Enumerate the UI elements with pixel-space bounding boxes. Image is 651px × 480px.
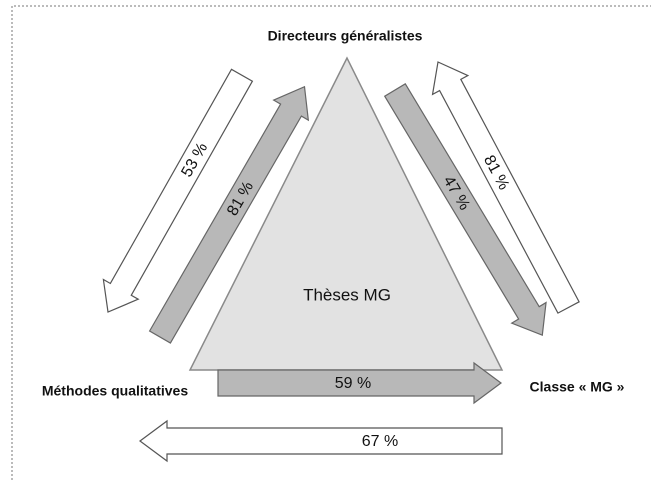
arrow: 47 % bbox=[383, 82, 547, 336]
node-label: Classe « MG » bbox=[530, 379, 625, 395]
arrow: 59 % bbox=[217, 361, 503, 405]
arrow: 67 % bbox=[138, 419, 503, 463]
arrow: 81 % bbox=[431, 61, 580, 314]
arrow-shape bbox=[102, 68, 254, 313]
arrow-shape bbox=[138, 419, 503, 463]
node-label: Méthodes qualitatives bbox=[42, 383, 188, 399]
arrow-shape bbox=[217, 361, 503, 405]
arrow-shape bbox=[383, 82, 547, 336]
node-label: Directeurs généralistes bbox=[268, 28, 423, 44]
arrow-label: 59 % bbox=[335, 375, 371, 392]
node-label: Thèses MG bbox=[303, 285, 391, 304]
arrow-shape bbox=[431, 61, 580, 314]
arrow-shape bbox=[148, 85, 310, 344]
arrow-label: 67 % bbox=[362, 433, 398, 450]
frame bbox=[11, 5, 651, 480]
